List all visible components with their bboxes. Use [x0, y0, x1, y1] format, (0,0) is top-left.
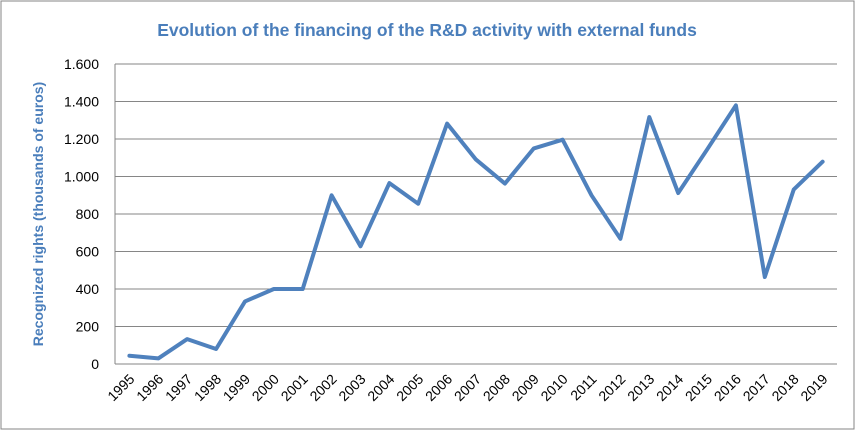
y-tick-label: 1.600	[64, 56, 99, 72]
y-tick-label: 0	[91, 356, 99, 372]
y-tick-label: 600	[76, 244, 100, 260]
y-tick-label: 800	[76, 206, 100, 222]
y-tick-label: 1.400	[64, 94, 99, 110]
y-tick-label: 1.000	[64, 169, 99, 185]
y-tick-label: 200	[76, 319, 100, 335]
y-axis-label: Recognized rights (thousands of euros)	[30, 82, 46, 346]
chart-title: Evolution of the financing of the R&D ac…	[157, 20, 697, 40]
y-tick-label: 1.200	[64, 131, 99, 147]
y-tick-label: 400	[76, 281, 100, 297]
